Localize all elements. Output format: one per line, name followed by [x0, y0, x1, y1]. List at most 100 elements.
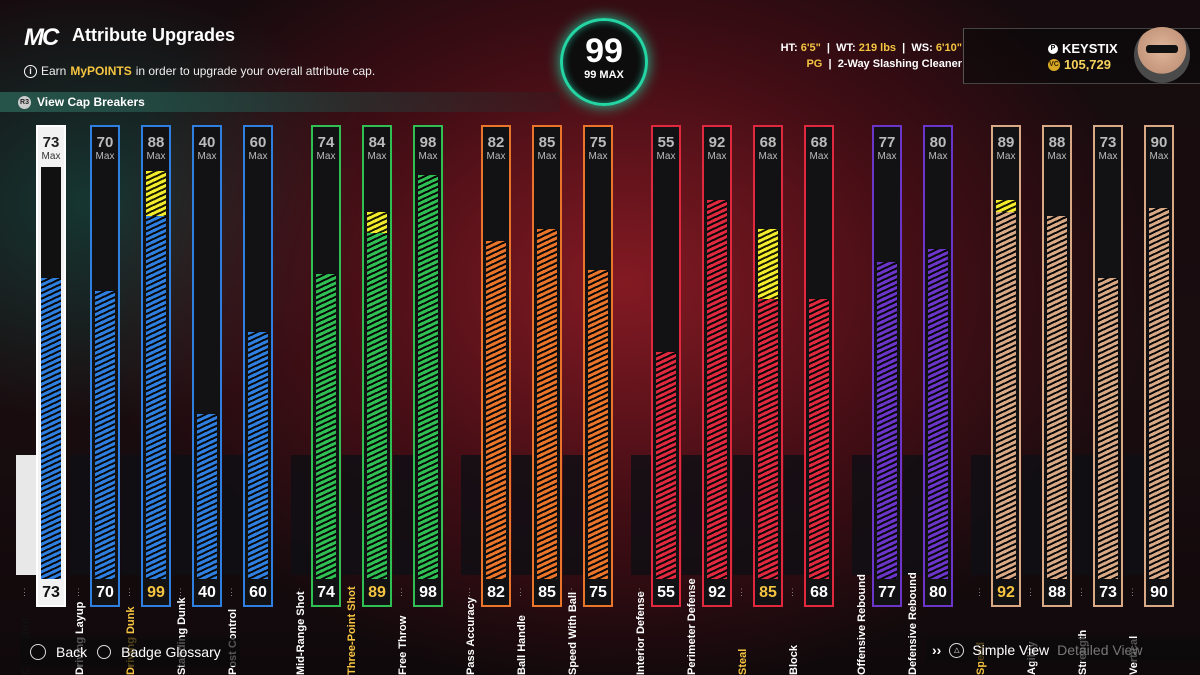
- attribute-cap-value: 88: [1048, 134, 1066, 151]
- attribute-cap-label: Max: [486, 151, 506, 162]
- page-title: Attribute Upgrades: [72, 25, 236, 45]
- attribute-cap-value: 68: [759, 134, 777, 151]
- attribute-value: 90: [1150, 584, 1168, 601]
- attribute-track: [41, 167, 61, 579]
- attribute-track: [418, 167, 438, 579]
- attribute-fill: [367, 232, 387, 579]
- attribute-cap-value: 98: [419, 134, 437, 151]
- attribute-cap-label: Max: [197, 151, 217, 162]
- attribute-cap-value: 60: [249, 134, 267, 151]
- player-name-text: KEYSTIX: [1062, 41, 1118, 56]
- view-cap-breakers-button[interactable]: R3 View Cap Breakers: [0, 92, 560, 112]
- attribute-label-text: Mid-Range Shot: [295, 591, 307, 675]
- attribute-bar-free-throw[interactable]: 98 Max 98 Free Throw ⋮: [393, 125, 443, 675]
- archetype-value: 2-Way Slashing Cleaner: [837, 58, 962, 70]
- attribute-bar-close-shot[interactable]: 73Max73Close Shot⋮: [16, 125, 66, 675]
- attribute-value: 40: [198, 584, 216, 601]
- back-button[interactable]: Back: [56, 644, 88, 660]
- attribute-cap-value: 68: [810, 134, 828, 151]
- attribute-cap-value: 75: [589, 134, 607, 151]
- attribute-fill: [537, 228, 557, 579]
- attribute-label: Pass Accuracy: [461, 455, 481, 675]
- detailed-view-tab[interactable]: Detailed View: [1057, 642, 1143, 658]
- attribute-bar-driving-layup[interactable]: 70Max70Driving Layup⋮: [70, 125, 120, 675]
- attribute-label-text: Ball Handle: [516, 615, 528, 675]
- attribute-fill: [1149, 208, 1169, 579]
- attribute-cap-value: 88: [147, 134, 165, 151]
- attribute-track: [197, 167, 217, 579]
- attribute-bar-steal[interactable]: 68 Max 85 Steal ⋮: [733, 125, 783, 675]
- footer-right: ›› △ Simple View Detailed View: [926, 638, 1200, 662]
- attribute-cap-label: Max: [996, 151, 1016, 162]
- attribute-label: Speed With Ball: [563, 455, 583, 675]
- attribute-value: 73: [42, 584, 60, 601]
- attribute-label: Three-Point Shot: [342, 455, 362, 675]
- attribute-cap-label: Max: [588, 151, 608, 162]
- footer-left: Back Badge Glossary: [20, 638, 240, 666]
- attribute-bar-speed-with-ball[interactable]: 75 Max 75 Speed With Ball ⋮: [563, 125, 613, 675]
- attribute-upgrade-segment: [758, 228, 778, 299]
- attribute-cap-label: Max: [809, 151, 829, 162]
- r3-button-icon: R3: [18, 95, 31, 109]
- attribute-bar-standing-dunk[interactable]: 40 Max 40 Standing Dunk ⋮: [172, 125, 222, 675]
- attribute-value: 55: [657, 584, 675, 601]
- attribute-cap-value: 74: [317, 134, 335, 151]
- attribute-bar-offensive-rebound[interactable]: 77 Max 77 Offensive Rebound ⋮: [852, 125, 902, 675]
- attribute-fill: [588, 270, 608, 579]
- attribute-label-text: Free Throw: [397, 615, 409, 675]
- attribute-dots-icon: ⋮: [856, 587, 866, 597]
- ht-label: HT:: [780, 42, 798, 54]
- attribute-value: 98: [419, 584, 437, 601]
- attribute-value: 85: [759, 584, 777, 601]
- attribute-bar-pass-accuracy[interactable]: 82 Max 82 Pass Accuracy ⋮: [461, 125, 511, 675]
- attribute-value: 70: [96, 584, 114, 601]
- player-avatar: [1134, 27, 1190, 83]
- attribute-fill: [928, 249, 948, 579]
- attribute-cap-label: Max: [1047, 151, 1067, 162]
- attribute-bar-block[interactable]: 68 Max 68 Block ⋮: [784, 125, 834, 675]
- attribute-label-text: Speed With Ball: [567, 591, 579, 675]
- overall-value: 99: [585, 32, 623, 70]
- attribute-bar-agility[interactable]: 88Max88Agility⋮: [1022, 125, 1072, 675]
- attribute-track: [316, 167, 336, 579]
- player-name: P KEYSTIX: [1048, 41, 1118, 56]
- attribute-bar-vertical[interactable]: 90Max90Vertical⋮: [1124, 125, 1174, 675]
- attribute-fill: [95, 290, 115, 579]
- attribute-bar-post-control[interactable]: 60Max60Post Control⋮: [223, 125, 273, 675]
- attribute-dots-icon: ⋮: [686, 587, 696, 597]
- attribute-fill: [1098, 278, 1118, 579]
- attribute-bar-mid-range-shot[interactable]: 74 Max 74 Mid-Range Shot ⋮: [291, 125, 341, 675]
- attribute-dots-icon: ⋮: [975, 587, 985, 597]
- attribute-track: [996, 167, 1016, 579]
- attribute-fill: [1047, 216, 1067, 579]
- attribute-cap-value: 70: [96, 134, 114, 151]
- attribute-fill: [197, 414, 217, 579]
- attribute-label: Vertical: [1124, 455, 1144, 675]
- attribute-bar-three-point-shot[interactable]: 84 Max 89 Three-Point Shot ⋮: [342, 125, 392, 675]
- badge-glossary-button[interactable]: Badge Glossary: [121, 644, 221, 660]
- attribute-label: Mid-Range Shot: [291, 455, 311, 675]
- attribute-cap-label: Max: [928, 151, 948, 162]
- attribute-dots-icon: ⋮: [227, 587, 237, 597]
- attribute-label: Close Shot: [16, 455, 36, 675]
- attribute-fill: [877, 261, 897, 579]
- attribute-fill: [758, 298, 778, 579]
- attribute-fill: [809, 298, 829, 579]
- attribute-bar-strength[interactable]: 73Max73Strength⋮: [1073, 125, 1123, 675]
- simple-view-tab[interactable]: Simple View: [972, 642, 1050, 658]
- attribute-label: Ball Handle: [512, 455, 532, 675]
- attribute-bar-perimeter-defense[interactable]: 92 Max 92 Perimeter Defense ⋮: [682, 125, 732, 675]
- attribute-bar-ball-handle[interactable]: 85 Max 85 Ball Handle ⋮: [512, 125, 562, 675]
- attribute-value: 89: [368, 584, 386, 601]
- attribute-bar-defensive-rebound[interactable]: 80 Max 80 Defensive Rebound ⋮: [903, 125, 953, 675]
- attribute-value: 92: [708, 584, 726, 601]
- wt-label: WT:: [836, 42, 856, 54]
- attribute-cap-value: 82: [487, 134, 505, 151]
- attribute-track: [537, 167, 557, 579]
- attribute-bar-interior-defense[interactable]: 55 Max 55 Interior Defense ⋮: [631, 125, 681, 675]
- attribute-fill: [41, 278, 61, 579]
- position-value: PG: [806, 58, 823, 70]
- attribute-cap-value: 92: [708, 134, 726, 151]
